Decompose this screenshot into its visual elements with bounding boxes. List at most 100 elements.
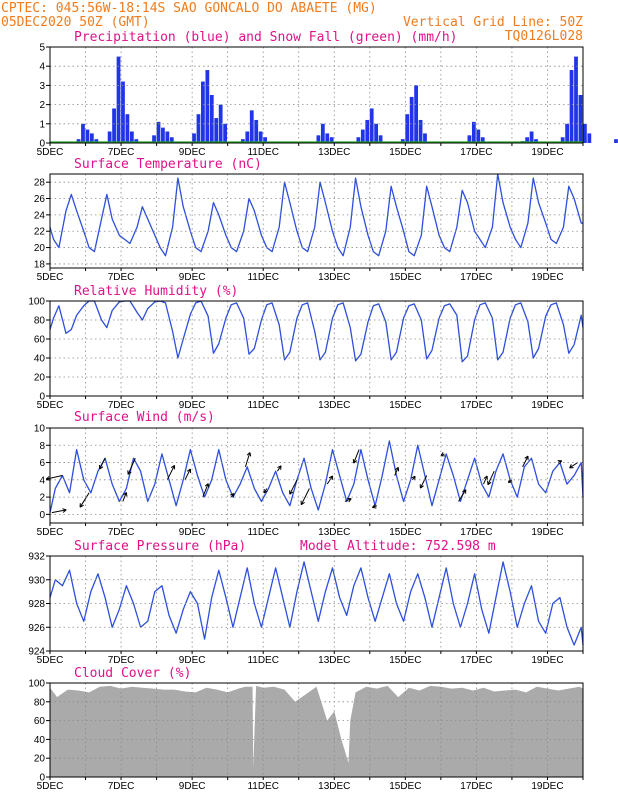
wind-arrow-head	[289, 491, 294, 495]
wind-arrow-shaft	[202, 483, 209, 498]
y-tick-label: 8	[39, 441, 45, 452]
wind-arrow-head	[62, 508, 67, 511]
wind-arrow	[202, 483, 210, 498]
wind-arrow-shaft	[46, 475, 63, 480]
x-tick-label: 7DEC	[108, 147, 135, 158]
wind-arrow-head	[372, 504, 376, 508]
y-tick-label: 60	[34, 335, 46, 346]
x-tick-label: 5DEC	[37, 655, 64, 666]
wind-arrow-shaft	[353, 449, 360, 464]
cloud-frame	[49, 682, 584, 778]
y-tick-label: 4	[39, 475, 45, 486]
wind-arrow	[458, 489, 467, 502]
y-tick-label: 930	[28, 575, 45, 586]
wind-arrow	[352, 449, 360, 464]
wind-arrow-head	[348, 498, 352, 503]
precip-bar	[125, 114, 130, 143]
wind-arrow-head	[62, 509, 67, 513]
y-tick-label: 926	[28, 623, 45, 634]
cloud-panel: 0 20 40 60 80 100 5DEC 7DEC 9DEC 11DEC 13DEC 15DEC 1…	[28, 679, 584, 792]
x-tick-label: 17DEC	[460, 655, 492, 666]
precip-bar	[81, 123, 85, 143]
precip-bar	[76, 139, 81, 143]
precip-bar	[249, 110, 254, 143]
wind-arrow-head	[394, 466, 399, 471]
y-tick-label: 0	[39, 510, 45, 521]
wind-arrow-head	[301, 501, 305, 506]
x-tick-label: 19DEC	[531, 400, 563, 411]
y-tick-label: 20	[34, 754, 46, 765]
y-tick-label: 60	[34, 716, 46, 727]
x-tick-label: 9DEC	[179, 272, 206, 283]
wind-arrow	[372, 504, 378, 509]
precip-bar	[534, 139, 538, 143]
header-station: CPTEC: 045:56W-18:14S SAO GONCALO DO ABA…	[1, 1, 377, 16]
wind-arrow-head	[420, 485, 424, 489]
wind-arrow-head	[249, 452, 252, 457]
x-tick-label: 17DEC	[460, 272, 492, 283]
wind-arrow-head	[353, 460, 358, 464]
x-tick-label: 19DEC	[531, 272, 563, 283]
precip-bar	[223, 123, 227, 143]
wind-arrow-head	[99, 466, 104, 470]
precip-bar	[374, 123, 379, 143]
wind-arrow-shaft	[487, 470, 495, 485]
precip-bar	[560, 137, 565, 143]
pres-panel-title: Surface Pressure (hPa)	[74, 539, 246, 554]
y-tick-label: 26	[34, 194, 46, 205]
y-tick-label: 1	[39, 119, 45, 130]
precip-bar	[574, 56, 578, 143]
x-tick-label: 17DEC	[460, 781, 492, 792]
precip-bar	[201, 81, 205, 143]
wind-arrow-shaft	[127, 457, 136, 475]
precip-bar	[196, 114, 201, 143]
precip-bar	[480, 137, 485, 143]
wind-arrow-shaft	[458, 489, 467, 502]
x-tick-label: 9DEC	[179, 527, 206, 538]
precip-bar	[476, 129, 481, 143]
x-tick-label: 13DEC	[318, 527, 350, 538]
x-tick-label: 13DEC	[318, 781, 350, 792]
wind-panel: 0 2 4 6 8 10 5DEC 7DEC 9DEC 11DEC 13DEC 15DEC 17DEC 1…	[34, 424, 584, 538]
temp-series-line	[49, 173, 583, 257]
precip-bar	[365, 119, 370, 143]
precip-bar	[218, 104, 223, 143]
wind-arrow-head	[127, 471, 132, 475]
y-tick-label: 24	[34, 210, 46, 221]
x-tick-label: 17DEC	[460, 147, 492, 158]
precip-bar	[565, 123, 570, 143]
wind-arrow	[300, 488, 310, 506]
rh-panel-title: Relative Humidity (%)	[74, 284, 238, 299]
y-tick-label: 22	[34, 227, 46, 238]
wind-arrow	[263, 488, 268, 494]
precip-bar	[156, 121, 161, 143]
wind-arrow	[230, 493, 235, 498]
wind-arrow	[289, 479, 298, 495]
wind-arrow	[569, 462, 578, 469]
precip-bar	[134, 139, 139, 143]
x-tick-label: 7DEC	[108, 655, 135, 666]
x-tick-label: 15DEC	[389, 655, 421, 666]
precip-bar	[152, 135, 156, 143]
x-tick-label: 13DEC	[318, 147, 350, 158]
wind-arrow-head	[524, 455, 529, 459]
precip-frame	[49, 46, 584, 144]
precip-bar	[329, 137, 334, 143]
precip-bar	[320, 123, 325, 143]
y-tick-label: 18	[34, 259, 46, 270]
y-tick-label: 928	[28, 599, 45, 610]
x-tick-label: 5DEC	[37, 272, 64, 283]
y-tick-label: 5	[39, 43, 45, 54]
precip-bar	[258, 131, 263, 143]
header-run-date: 05DEC2020 50Z (GMT)	[1, 15, 150, 30]
precip-bar	[569, 70, 574, 143]
precip-bar	[414, 85, 418, 143]
wind-arrow-shaft	[166, 465, 175, 481]
precip-bar	[121, 81, 125, 143]
y-tick-label: 4	[39, 62, 45, 73]
y-tick-label: 924	[28, 647, 45, 658]
wind-arrow	[394, 466, 400, 476]
y-tick-label: 20	[34, 373, 46, 384]
wind-arrow-head	[328, 475, 333, 479]
